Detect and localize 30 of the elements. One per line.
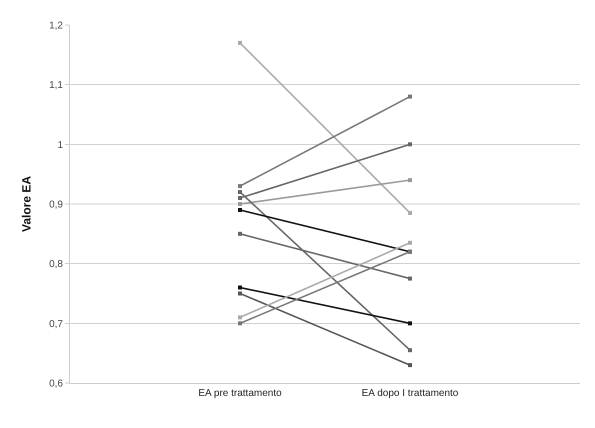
point	[238, 286, 242, 290]
point	[238, 315, 242, 320]
point	[238, 40, 242, 45]
point	[238, 190, 242, 194]
point	[408, 321, 412, 326]
y-tick-label: 1,2	[49, 20, 64, 32]
point	[238, 321, 242, 326]
y-tick-label: 0,8	[49, 259, 64, 270]
y-tick-label: 1,1	[49, 80, 64, 92]
point	[408, 276, 412, 281]
point	[238, 202, 242, 206]
point	[238, 232, 242, 236]
point	[238, 208, 242, 212]
point	[408, 210, 412, 215]
x-tick-label: EA pre trattamento	[198, 388, 282, 399]
point	[238, 196, 242, 200]
x-tick-label: EA dopo I trattamento	[362, 388, 459, 399]
y-tick-label: 0,7	[49, 318, 64, 330]
point	[238, 184, 242, 188]
point	[408, 178, 412, 182]
point	[408, 363, 412, 368]
point	[408, 94, 412, 99]
point	[408, 348, 412, 352]
y-axis-title: Valore EA	[19, 176, 34, 232]
y-tick-label: 0,9	[49, 200, 64, 210]
y-tick-label: 0,6	[49, 378, 64, 390]
point	[408, 240, 412, 245]
point	[238, 292, 242, 296]
point	[408, 142, 412, 146]
y-tick-label: 1	[57, 140, 64, 151]
